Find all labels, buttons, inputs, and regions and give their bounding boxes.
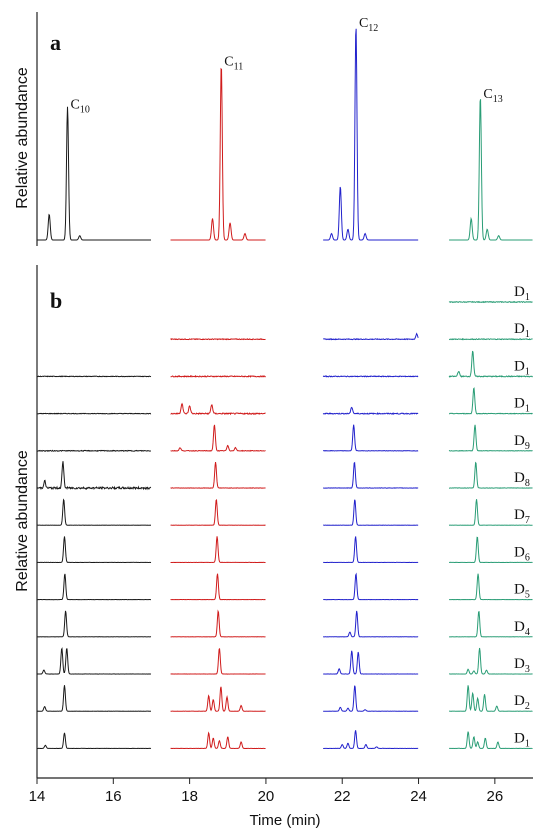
panel-b-trace-row7-c13 (448, 536, 533, 564)
panel-b-y-axis-label: Relative abundance (14, 450, 31, 592)
panel-a: a Relative abundance C10 C11 C12 C13 (14, 12, 533, 246)
panel-b-trace-row1-c11 (170, 338, 266, 341)
panel-b-trace-row4-c13 (448, 424, 533, 452)
panel-b-trace-row8-c11 (170, 573, 266, 601)
panel-b-trace-row5-c13 (448, 461, 533, 489)
row-label-8: D5 (514, 582, 530, 601)
panel-b-label: b (50, 288, 62, 313)
panel-b-trace-row9-c12 (323, 610, 419, 638)
panel-b-trace-row4-c12 (322, 424, 419, 452)
panel-b-trace-row6-c11 (170, 499, 266, 526)
panel-b-trace-row11-c12 (323, 685, 419, 712)
panel-b-trace-row12-c11 (170, 731, 266, 750)
panel-b-trace-row11-c10 (36, 685, 152, 712)
x-tick-label-20: 20 (258, 788, 275, 805)
row-label-12: D1 (514, 730, 530, 749)
panel-b-trace-row8-c10 (36, 573, 152, 601)
panel-b-trace-row5-c12 (323, 461, 419, 489)
row-label-2: D1 (514, 358, 530, 377)
panel-b-trace-row12-c12 (323, 730, 419, 750)
peak-label-c13: C13 (483, 87, 502, 105)
panel-b-row-labels: D1 D1 D1 D1 D9 D8 D7 D6 D5 D4 D3 D2 D1 (514, 284, 530, 749)
panel-b-trace-row12-c10 (36, 732, 152, 750)
row-label-4: D9 (514, 433, 530, 452)
panel-b-trace-row8-c13 (448, 573, 533, 601)
panel-a-peak-labels: C10 C11 C12 C13 (71, 16, 503, 116)
panel-b-trace-row3-c11 (170, 402, 266, 416)
row-label-7: D6 (514, 544, 530, 563)
panel-b-trace-row7-c10 (36, 536, 152, 564)
panel-b-trace-row7-c12 (323, 536, 419, 564)
row-label-0: D1 (514, 284, 530, 303)
panel-a-traces (37, 28, 533, 241)
panel-a-y-axis-label: Relative abundance (14, 67, 31, 209)
x-tick-label-18: 18 (181, 788, 198, 805)
panel-b-trace-row8-c12 (323, 572, 419, 601)
panel-b-trace-row9-c13 (449, 611, 533, 638)
panel-b-trace-row3-c12 (322, 406, 419, 416)
panel-b-trace-row4-c11 (170, 424, 266, 452)
x-tick-label-16: 16 (105, 788, 122, 805)
panel-b-trace-row7-c11 (170, 536, 266, 564)
x-tick-label-14: 14 (29, 788, 46, 805)
row-label-1: D1 (514, 321, 530, 340)
panel-b-trace-row10-c10 (36, 647, 152, 675)
panel-b-trace-row10-c12 (323, 650, 419, 675)
panel-b-trace-row5-c10 (36, 461, 152, 491)
peak-label-c12: C12 (359, 16, 378, 34)
panel-b-trace-row0-c13 (448, 300, 533, 304)
panel-b-trace-row11-c11 (170, 686, 266, 712)
x-tick-label-26: 26 (487, 788, 504, 805)
row-label-5: D8 (514, 470, 530, 489)
panel-b-traces (36, 300, 533, 750)
panel-b-trace-row3-c10 (36, 412, 152, 415)
panel-b-trace-row9-c11 (170, 609, 266, 638)
panel-b-trace-row1-c12 (323, 332, 419, 341)
x-axis-ticks: 14 16 18 20 22 24 26 (29, 778, 504, 805)
row-label-6: D7 (514, 507, 530, 526)
panel-b-trace-row2-c10 (36, 375, 152, 378)
panel-a-label: a (50, 30, 61, 55)
panel-b-trace-row2-c12 (322, 375, 419, 378)
panel-b-trace-row3-c13 (448, 387, 533, 415)
peak-label-c10: C10 (71, 98, 90, 116)
x-tick-label-22: 22 (334, 788, 351, 805)
panel-b-trace-row6-c13 (448, 499, 533, 526)
panel-b-trace-row1-c13 (448, 337, 533, 341)
panel-b-trace-row5-c11 (170, 461, 266, 489)
x-tick-label-24: 24 (410, 788, 427, 805)
row-label-10: D3 (514, 656, 530, 675)
panel-a-trace-c12 (323, 28, 419, 241)
panel-b-trace-row6-c10 (36, 498, 152, 526)
panel-a-trace-c13 (449, 99, 533, 241)
panel-b-trace-row2-c13 (448, 350, 533, 378)
panel-b-trace-row4-c10 (36, 449, 152, 452)
panel-b: b Relative abundance D1D1D1D1D9D8D7D6D5D… (14, 265, 533, 779)
panel-b-trace-row9-c10 (36, 610, 152, 638)
row-label-11: D2 (514, 693, 530, 712)
panel-b-trace-row12-c13 (448, 731, 533, 750)
panel-b-trace-row6-c12 (323, 499, 419, 526)
panel-b-trace-row2-c11 (170, 374, 266, 378)
panel-b-trace-row10-c13 (449, 647, 533, 675)
panel-b-trace-row10-c11 (170, 648, 266, 675)
panel-b-trace-row11-c13 (449, 685, 533, 712)
x-axis-label: Time (min) (249, 812, 320, 829)
peak-label-c11: C11 (224, 55, 243, 73)
row-label-9: D4 (514, 619, 530, 638)
row-label-3: D1 (514, 396, 530, 415)
panel-a-trace-c10 (37, 106, 151, 241)
panel-a-trace-c11 (170, 67, 266, 241)
